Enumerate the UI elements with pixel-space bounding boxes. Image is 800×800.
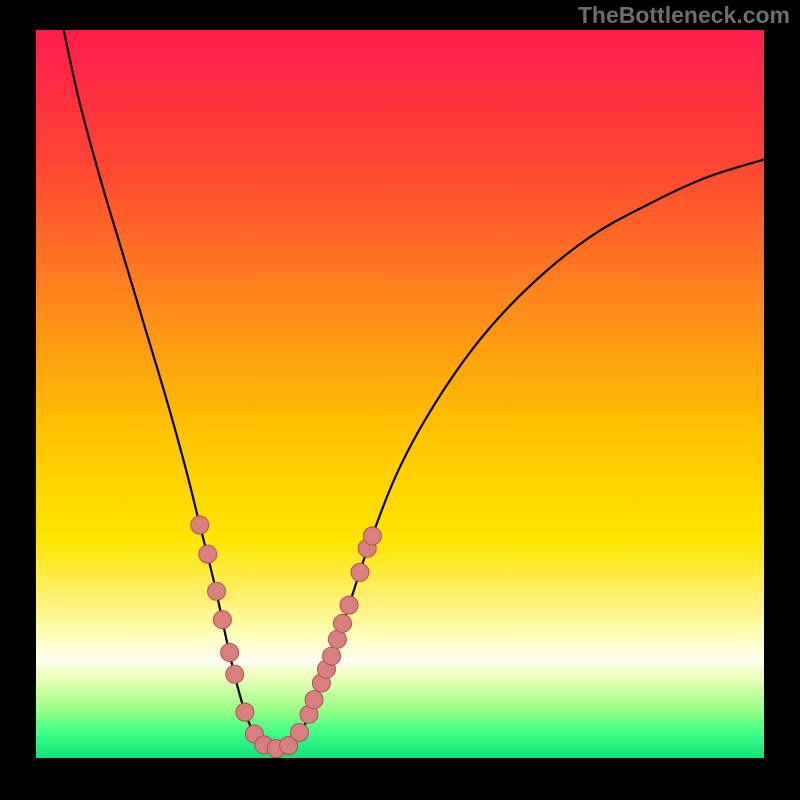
data-marker	[191, 516, 209, 534]
chart-container: TheBottleneck.com	[0, 0, 800, 800]
data-marker	[199, 545, 217, 563]
watermark-text: TheBottleneck.com	[578, 2, 790, 29]
data-marker	[333, 614, 351, 632]
data-marker	[213, 611, 231, 629]
data-marker	[236, 703, 254, 721]
chart-svg	[36, 30, 764, 758]
data-marker	[291, 724, 309, 742]
gradient-background	[36, 30, 764, 758]
data-marker	[226, 665, 244, 683]
data-marker	[208, 582, 226, 600]
plot-area	[36, 30, 764, 758]
data-marker	[351, 563, 369, 581]
data-marker	[221, 643, 239, 661]
data-marker	[328, 630, 346, 648]
data-marker	[363, 527, 381, 545]
data-marker	[323, 647, 341, 665]
data-marker	[305, 691, 323, 709]
data-marker	[340, 596, 358, 614]
